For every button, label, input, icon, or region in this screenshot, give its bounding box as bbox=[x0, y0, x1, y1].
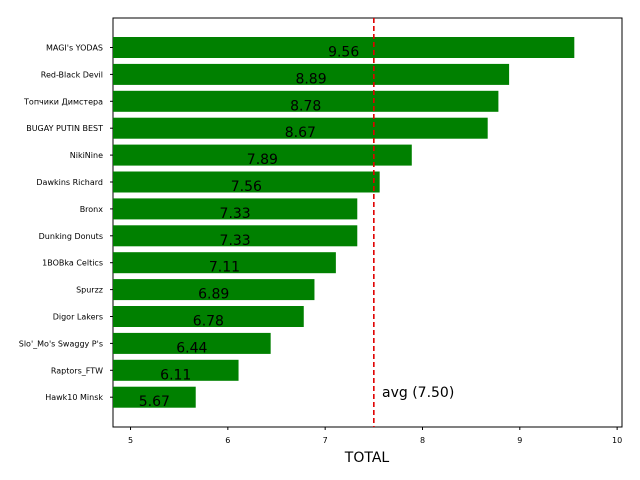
x-ticks-group: 5 6 7 8 9 10 bbox=[128, 427, 622, 445]
x-tick-label: 6 bbox=[225, 436, 230, 445]
average-label: avg (7.50) bbox=[382, 385, 454, 401]
bar bbox=[113, 144, 412, 166]
bar-value-label: 6.78 bbox=[193, 314, 224, 330]
bar-value-label: 5.67 bbox=[139, 394, 170, 410]
bar-value-label: 8.89 bbox=[295, 71, 326, 87]
plot-frame bbox=[112, 17, 623, 428]
category-labels-group: MAGI's YODAS Red-Black Devil Топчики Димст… bbox=[19, 44, 113, 402]
x-tick-label: 7 bbox=[323, 436, 328, 445]
bar bbox=[113, 117, 488, 139]
category-label: 1BOBka Celtics bbox=[42, 259, 103, 268]
category-label: Slo'_Mo's Swaggy P's bbox=[19, 339, 103, 348]
bar bbox=[113, 198, 358, 220]
x-axis-label: TOTAL bbox=[344, 450, 390, 466]
x-tick-label: 8 bbox=[420, 436, 425, 445]
bar-value-label: 7.11 bbox=[209, 260, 240, 276]
bar bbox=[113, 386, 196, 408]
bars-group bbox=[113, 37, 575, 408]
bar bbox=[113, 171, 380, 193]
category-label: Spurzz bbox=[76, 286, 103, 295]
bar bbox=[113, 37, 575, 58]
category-label: BUGAY PUTIN BEST bbox=[26, 124, 103, 133]
category-label: Digor Lakers bbox=[53, 313, 103, 322]
category-label: Dunking Donuts bbox=[39, 232, 103, 241]
category-label: MAGI's YODAS bbox=[46, 44, 103, 53]
category-label: NikiNine bbox=[70, 151, 103, 160]
bar-value-label: 6.44 bbox=[176, 340, 207, 356]
bar-value-label: 7.89 bbox=[247, 152, 278, 168]
bar bbox=[113, 90, 499, 112]
bar-value-label: 7.33 bbox=[220, 233, 251, 249]
category-label: Red-Black Devil bbox=[41, 70, 103, 79]
bar bbox=[113, 359, 239, 381]
bar-value-label: 7.33 bbox=[220, 206, 251, 222]
category-label: Топчики Димстера bbox=[23, 97, 103, 106]
bar bbox=[113, 252, 336, 274]
category-label: Hawk10 Minsk bbox=[45, 393, 103, 402]
bar-value-label: 6.11 bbox=[160, 367, 191, 383]
bar bbox=[113, 63, 510, 85]
bar bbox=[113, 332, 271, 354]
bar-value-label: 7.56 bbox=[231, 179, 262, 195]
value-labels-group: 9.568.89 8.78 8.67 7.89 7.56 7.33 7.33 7.11 6.89… bbox=[139, 45, 360, 411]
category-label: Bronx bbox=[80, 205, 104, 214]
bar-value-label: 8.67 bbox=[285, 125, 316, 141]
bar-value-label: 8.78 bbox=[290, 98, 321, 114]
category-label: Raptors_FTW bbox=[51, 366, 103, 375]
bar bbox=[113, 306, 304, 327]
x-tick-label: 5 bbox=[128, 436, 133, 445]
x-tick-label: 9 bbox=[517, 436, 522, 445]
bar-value-label: 6.89 bbox=[198, 287, 229, 303]
x-tick-label: 10 bbox=[612, 436, 622, 445]
bar-value-label: 9.56 bbox=[328, 45, 359, 61]
category-label: Dawkins Richard bbox=[36, 178, 103, 187]
bar bbox=[113, 279, 315, 301]
bar bbox=[113, 225, 358, 247]
